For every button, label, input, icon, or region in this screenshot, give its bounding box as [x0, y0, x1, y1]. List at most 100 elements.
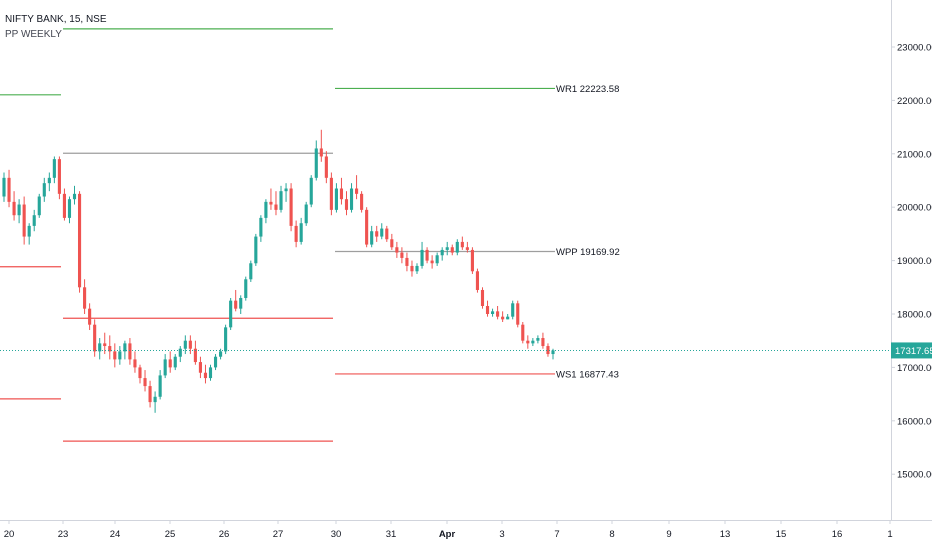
- candle-body: [355, 188, 359, 194]
- candle: [541, 332, 545, 349]
- candle: [395, 241, 399, 258]
- candle-body: [108, 346, 112, 352]
- candle-body: [435, 255, 439, 264]
- candle: [219, 348, 223, 360]
- candle-body: [269, 201, 273, 205]
- candle-body: [465, 247, 469, 250]
- time-axis-label: 25: [165, 529, 176, 540]
- candle-body: [395, 247, 399, 253]
- candle-body: [440, 249, 444, 256]
- candle: [420, 241, 424, 269]
- candle: [143, 370, 147, 392]
- candle: [229, 297, 233, 331]
- candle-body: [299, 223, 303, 242]
- candle-body: [365, 209, 369, 245]
- candle-body: [541, 338, 545, 347]
- price-axis-label: 21000.00: [897, 149, 932, 160]
- price-axis-label: 19000.00: [897, 256, 932, 267]
- candle: [546, 343, 550, 357]
- candle: [344, 191, 349, 216]
- candle: [67, 196, 72, 224]
- time-axis-label: 13: [720, 529, 731, 540]
- candle-body: [390, 239, 394, 248]
- price-axis[interactable]: 23000.00 22000.00 21000.00 20000.00 19000.00…: [891, 0, 932, 520]
- candle-body: [485, 305, 490, 314]
- time-axis[interactable]: 20 23 24 25 26 27 30 31 Apr 3 7 8 9 13 15 16 1: [0, 520, 932, 540]
- candles-layer: [2, 129, 555, 413]
- candle: [47, 172, 51, 192]
- candle-body: [400, 252, 404, 258]
- candle-body: [77, 193, 82, 288]
- current-price-label: 17317.65: [895, 346, 932, 357]
- candle: [198, 356, 202, 379]
- candle: [264, 199, 268, 224]
- candle-body: [314, 148, 318, 178]
- candle: [183, 335, 187, 355]
- candle-body: [93, 324, 97, 352]
- candle-body: [279, 191, 283, 210]
- candle-body: [536, 338, 540, 341]
- time-axis-label: 8: [609, 529, 614, 540]
- candle-body: [163, 359, 167, 376]
- candle-body: [370, 231, 374, 245]
- candle: [178, 346, 182, 363]
- candle: [460, 236, 464, 250]
- candle: [526, 335, 530, 349]
- candle-body: [309, 177, 313, 205]
- candle-body: [83, 287, 87, 309]
- pivot-level-label: WR1 22223.58: [556, 84, 619, 95]
- time-axis-label: 3: [499, 529, 504, 540]
- time-axis-label: 31: [386, 529, 397, 540]
- candle-body: [259, 217, 263, 237]
- candle: [380, 223, 384, 240]
- candle-body: [430, 260, 434, 264]
- candle: [173, 354, 177, 371]
- candle: [440, 247, 444, 261]
- symbol-title[interactable]: NIFTY BANK, 15, NSE: [5, 14, 107, 25]
- time-axis-label: 1: [887, 529, 892, 540]
- candle-body: [2, 177, 6, 197]
- candle-body: [425, 249, 429, 261]
- candle: [501, 311, 505, 323]
- candle: [259, 215, 263, 242]
- candle: [485, 300, 490, 317]
- candle: [77, 191, 82, 293]
- candle-body: [224, 327, 228, 352]
- candle: [521, 322, 525, 344]
- candle: [445, 241, 449, 256]
- candle: [239, 295, 243, 314]
- candle-body: [178, 348, 182, 357]
- candle: [324, 151, 328, 184]
- candle: [32, 209, 36, 232]
- candle-body: [198, 362, 202, 373]
- candle-body: [103, 343, 107, 347]
- chart-legend: NIFTY BANK, 15, NSE PP WEEKLY: [5, 12, 107, 42]
- time-axis-label: 9: [666, 529, 671, 540]
- candle: [531, 338, 535, 347]
- candle-body: [289, 188, 293, 226]
- candle: [113, 343, 117, 368]
- candle-body: [12, 201, 16, 216]
- indicator-title[interactable]: PP WEEKLY: [5, 29, 62, 40]
- candle-body: [360, 193, 364, 210]
- candle-body: [344, 199, 349, 210]
- candle-body: [148, 386, 152, 403]
- candle-body: [213, 356, 218, 368]
- candle: [309, 175, 313, 208]
- candle: [17, 199, 21, 224]
- candle-body: [118, 351, 122, 360]
- candle: [319, 129, 323, 162]
- time-axis-label: 15: [776, 529, 787, 540]
- candle-body: [143, 378, 147, 387]
- price-axis-label: 16000.00: [897, 416, 932, 427]
- candle-body: [57, 159, 61, 194]
- candle-body: [410, 265, 414, 272]
- candle: [12, 191, 16, 221]
- candle: [450, 244, 454, 256]
- candle: [465, 241, 469, 253]
- candle-body: [405, 257, 409, 266]
- candle: [72, 185, 77, 205]
- candle-body: [546, 346, 550, 355]
